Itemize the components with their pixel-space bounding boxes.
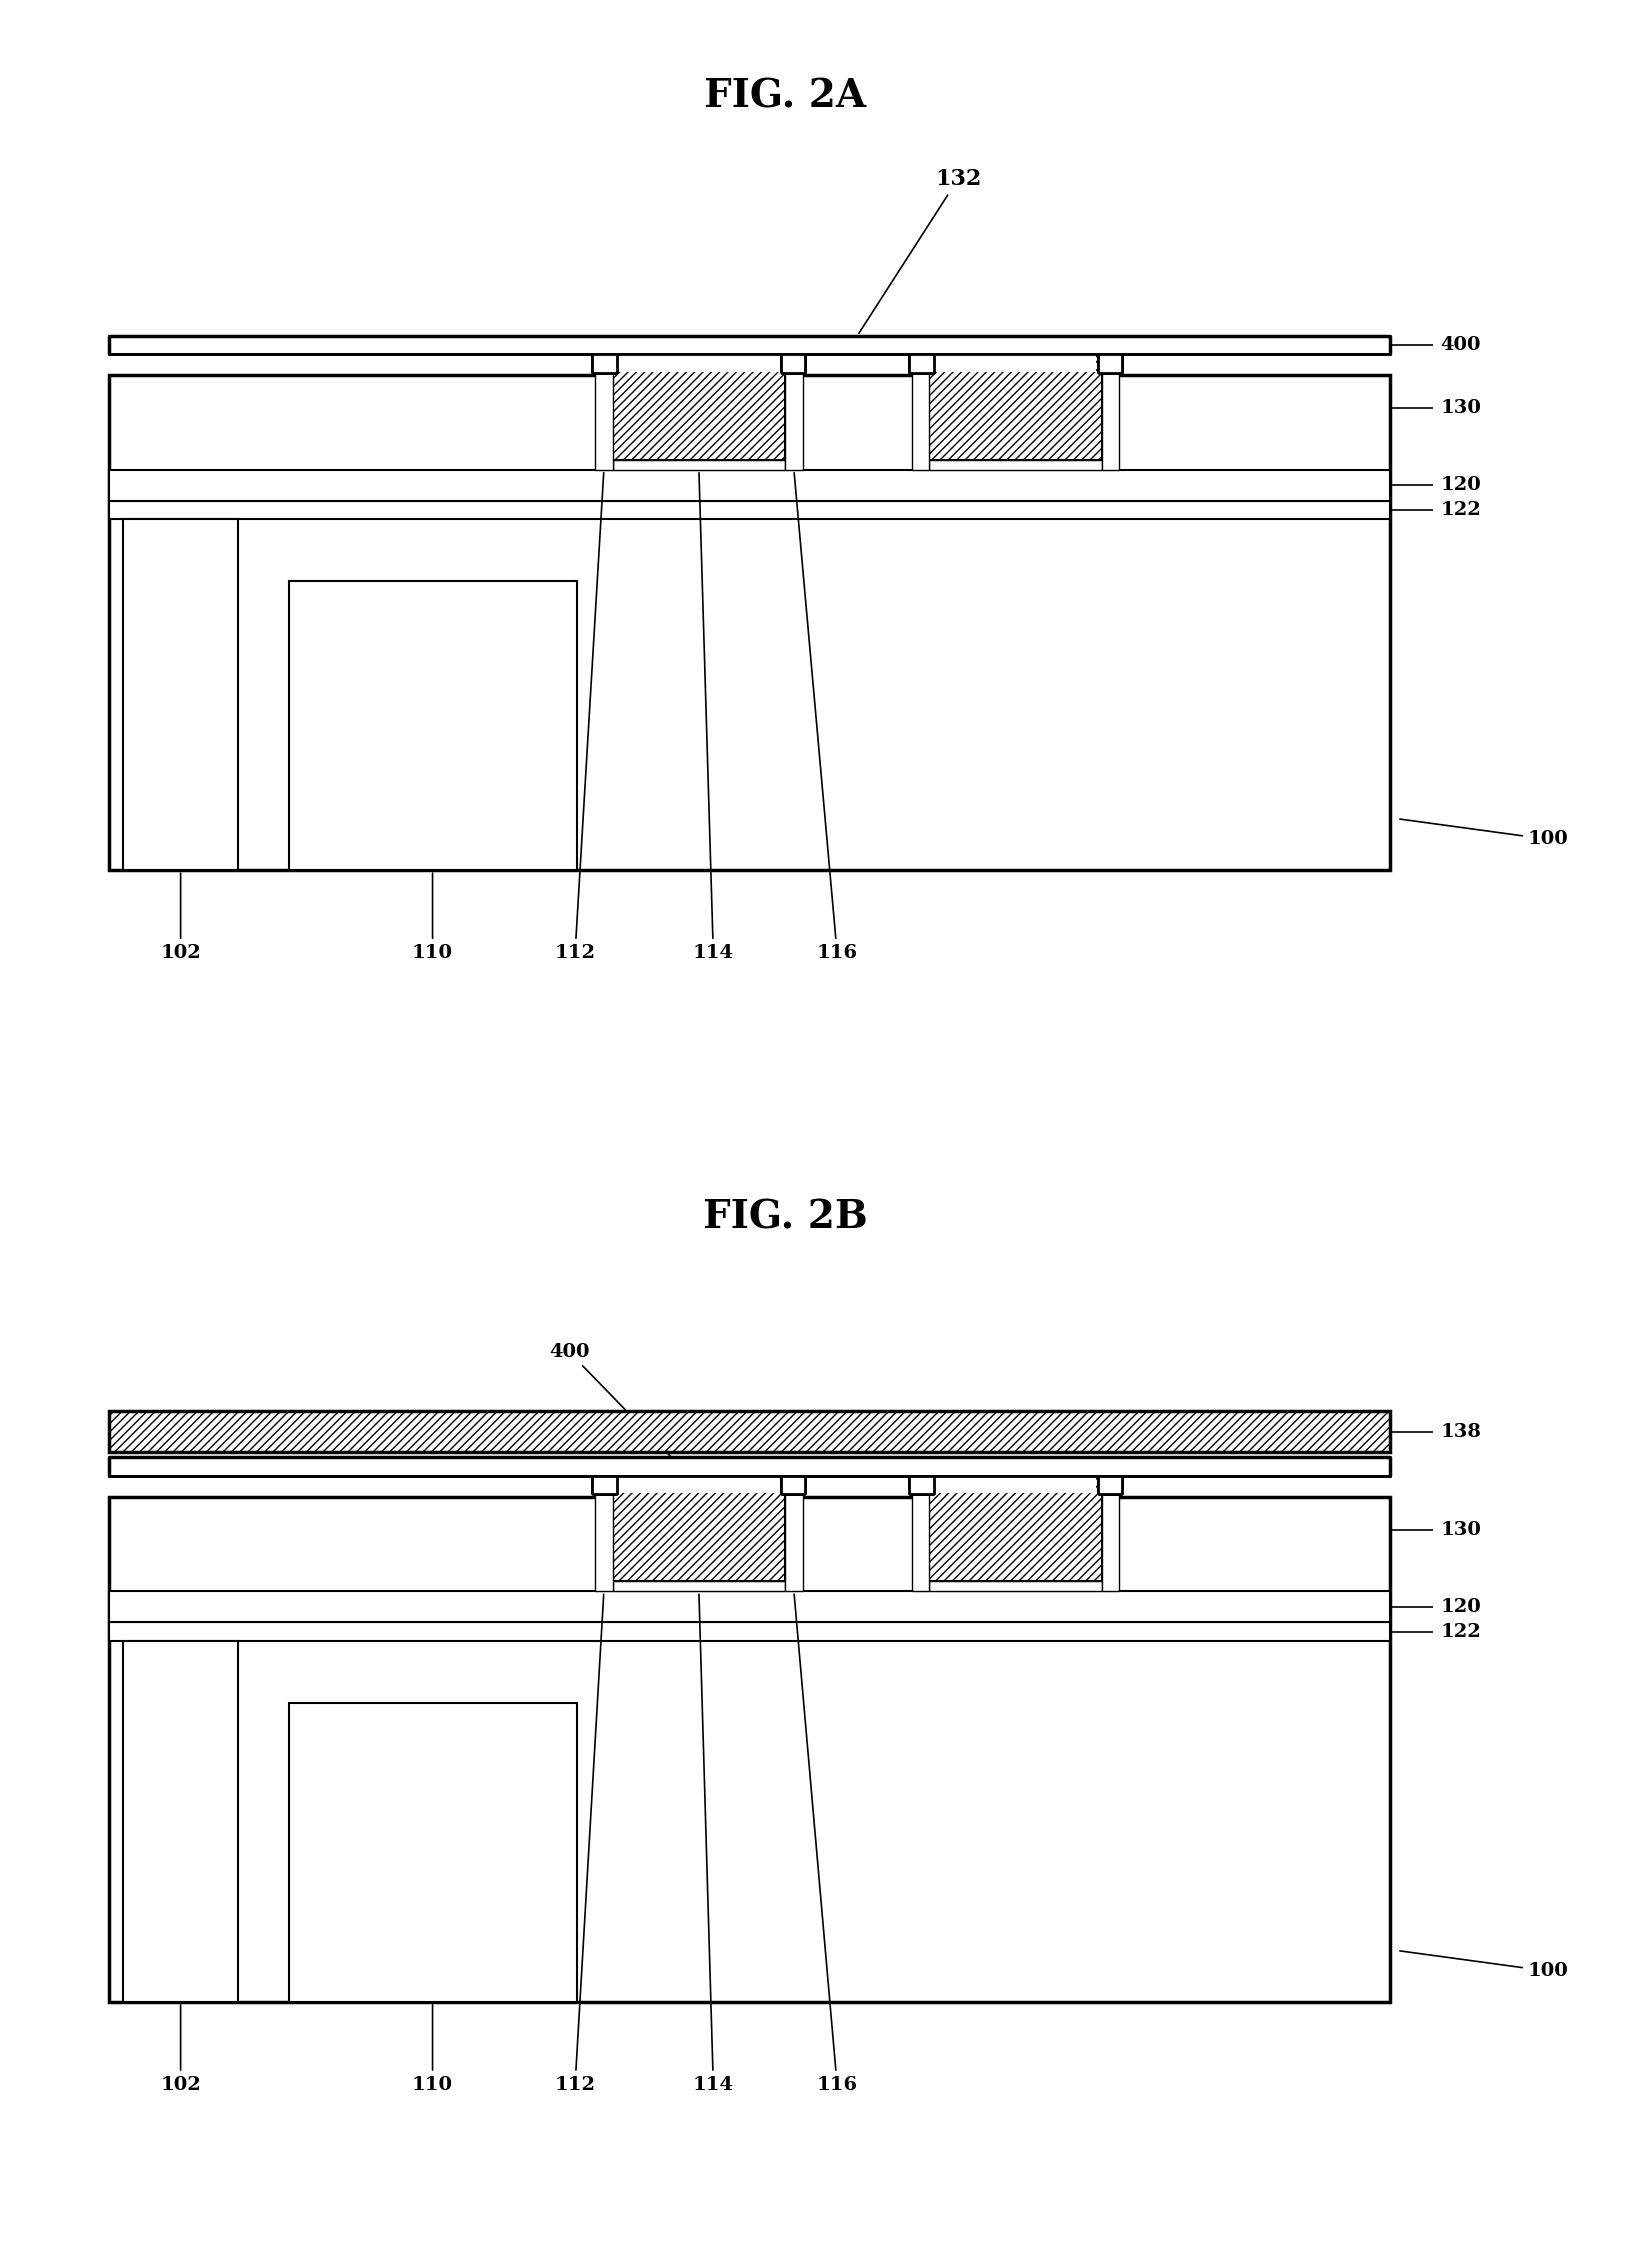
- Bar: [596, 357, 612, 471]
- Bar: [123, 1642, 239, 2003]
- Bar: [929, 1478, 1103, 1581]
- Bar: [108, 1411, 1391, 1451]
- Bar: [911, 1478, 929, 1593]
- Bar: [108, 500, 1391, 520]
- Text: FIG. 2B: FIG. 2B: [703, 1200, 867, 1236]
- Text: 110: 110: [412, 2005, 453, 2093]
- Text: 400: 400: [550, 1344, 682, 1469]
- Text: 112: 112: [555, 473, 604, 962]
- Text: 102: 102: [160, 873, 201, 962]
- Text: 132: 132: [859, 168, 982, 334]
- Text: 100: 100: [1400, 1951, 1569, 1981]
- Bar: [108, 1458, 1391, 1476]
- Bar: [108, 375, 1391, 870]
- Bar: [929, 1581, 1103, 1593]
- Bar: [936, 354, 1096, 372]
- Bar: [1103, 1478, 1119, 1593]
- Bar: [780, 354, 805, 372]
- Bar: [612, 460, 785, 471]
- Bar: [596, 1478, 612, 1593]
- Text: FIG. 2A: FIG. 2A: [703, 79, 867, 114]
- Bar: [108, 471, 1391, 500]
- Bar: [785, 1478, 803, 1593]
- Text: 116: 116: [793, 473, 857, 962]
- Bar: [612, 1478, 785, 1581]
- Bar: [1103, 357, 1119, 471]
- Text: 114: 114: [692, 473, 735, 962]
- Bar: [910, 1476, 934, 1494]
- Text: 110: 110: [412, 873, 453, 962]
- Bar: [108, 1622, 1391, 1642]
- Bar: [929, 460, 1103, 471]
- Bar: [612, 1581, 785, 1593]
- Text: 120: 120: [1440, 1597, 1481, 1615]
- Text: 122: 122: [1440, 1622, 1481, 1640]
- Bar: [288, 581, 576, 870]
- Text: 130: 130: [1440, 399, 1481, 417]
- Bar: [1098, 1476, 1122, 1494]
- Bar: [936, 1476, 1096, 1494]
- Bar: [108, 1496, 1391, 2003]
- Bar: [785, 357, 803, 471]
- Text: 400: 400: [1440, 336, 1481, 354]
- Bar: [592, 1476, 617, 1494]
- Bar: [618, 354, 779, 372]
- Bar: [911, 357, 929, 471]
- Text: 120: 120: [1440, 476, 1481, 493]
- Text: 138: 138: [1440, 1422, 1481, 1440]
- Bar: [592, 354, 617, 372]
- Text: 116: 116: [793, 1595, 857, 2093]
- Bar: [612, 1465, 785, 1478]
- Bar: [929, 1465, 1103, 1478]
- Bar: [612, 343, 785, 357]
- Bar: [929, 357, 1103, 460]
- Text: 100: 100: [1400, 819, 1569, 848]
- Bar: [288, 1702, 576, 2003]
- Text: 122: 122: [1440, 500, 1481, 518]
- Text: 112: 112: [555, 1595, 604, 2093]
- Text: 102: 102: [160, 2005, 201, 2093]
- Bar: [910, 354, 934, 372]
- Bar: [123, 520, 239, 870]
- Text: 114: 114: [692, 1595, 735, 2093]
- Bar: [1098, 354, 1122, 372]
- Bar: [929, 343, 1103, 357]
- Bar: [780, 1476, 805, 1494]
- Text: 130: 130: [1440, 1521, 1481, 1539]
- Bar: [618, 1476, 779, 1494]
- Bar: [108, 336, 1391, 354]
- Bar: [108, 1593, 1391, 1622]
- Bar: [612, 357, 785, 460]
